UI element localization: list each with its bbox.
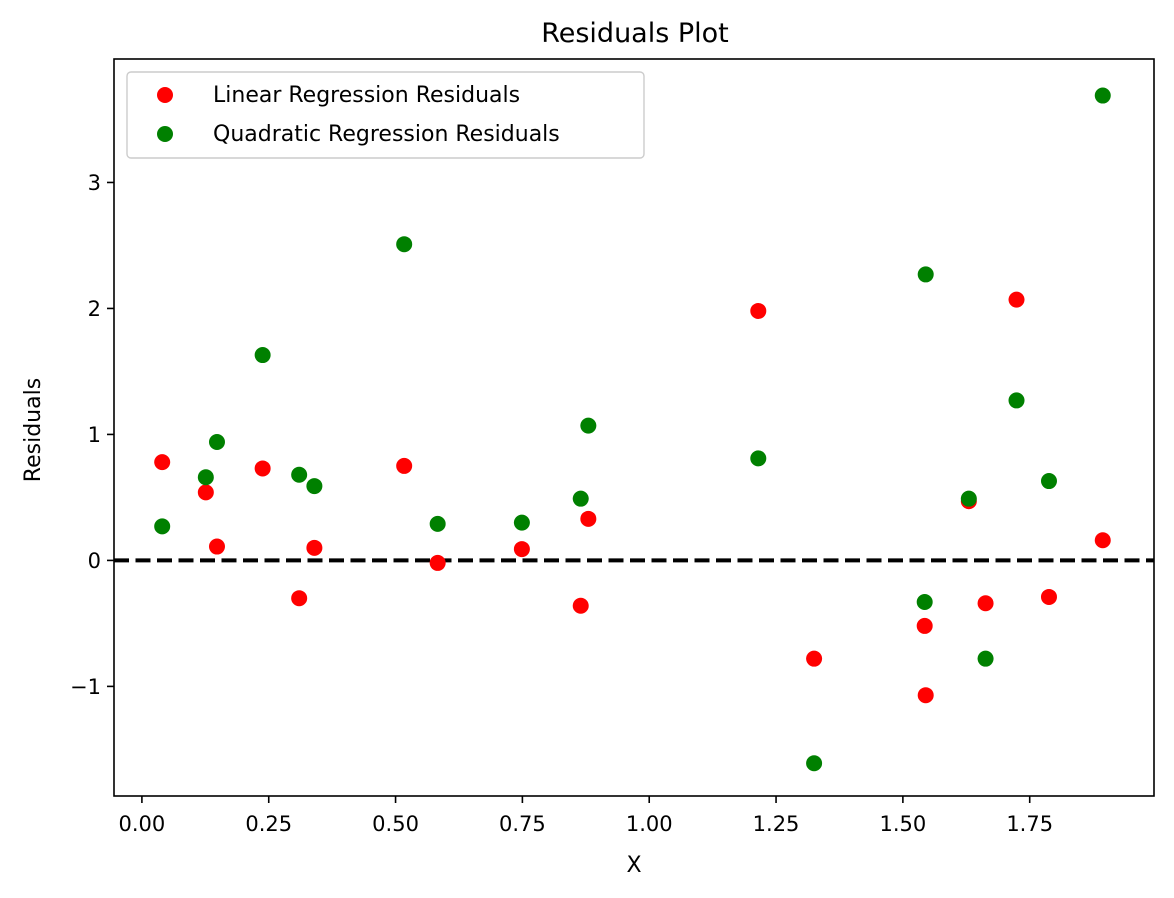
x-tick-label: 1.75 <box>1006 812 1053 836</box>
quadratic-residual-point <box>208 433 225 450</box>
x-axis-label: X <box>626 853 641 878</box>
quadratic-residual-point <box>197 469 214 486</box>
linear-residual-point <box>572 597 589 614</box>
linear-residual-point <box>513 541 530 558</box>
legend-marker-linear <box>157 87 173 103</box>
linear-residual-point <box>750 302 767 319</box>
quadratic-residual-point <box>977 650 994 667</box>
quadratic-residual-point <box>916 593 933 610</box>
linear-residual-point <box>1008 291 1025 308</box>
quadratic-residual-point <box>513 514 530 531</box>
x-axis-ticks: 0.00 0.25 0.50 0.75 1.00 1.25 1.50 1.75 <box>119 796 1053 836</box>
quadratic-residual-point <box>154 518 171 535</box>
y-tick-label: 0 <box>88 549 101 573</box>
linear-residual-point <box>977 595 994 612</box>
linear-residual-point <box>208 538 225 555</box>
linear-residual-point <box>916 617 933 634</box>
quadratic-residual-point <box>806 755 823 772</box>
x-tick-label: 1.50 <box>879 812 926 836</box>
y-tick-label: 3 <box>88 171 101 195</box>
quadratic-residual-point <box>254 347 271 364</box>
x-tick-label: 0.00 <box>119 812 166 836</box>
x-tick-label: 0.25 <box>245 812 292 836</box>
x-tick-label: 0.50 <box>372 812 419 836</box>
plot-area <box>114 59 1154 796</box>
y-tick-label: 2 <box>88 297 101 321</box>
linear-residual-point <box>1040 588 1057 605</box>
quadratic-residual-point <box>960 490 977 507</box>
linear-residual-point <box>917 687 934 704</box>
legend-label-quadratic: Quadratic Regression Residuals <box>213 122 560 147</box>
chart-title: Residuals Plot <box>541 18 729 49</box>
linear-residual-point <box>1094 532 1111 549</box>
quadratic-residual-point <box>1040 473 1057 490</box>
quadratic-residual-point <box>396 236 413 253</box>
quadratic-residual-point <box>429 515 446 532</box>
quadratic-residual-point <box>572 490 589 507</box>
x-tick-label: 0.75 <box>499 812 546 836</box>
x-tick-label: 1.25 <box>753 812 800 836</box>
linear-residual-point <box>429 554 446 571</box>
legend-box <box>126 71 645 159</box>
linear-residual-point <box>306 539 323 556</box>
quadratic-residual-point <box>291 466 308 483</box>
data-points <box>154 87 1111 772</box>
y-tick-label: 1 <box>88 423 101 447</box>
legend-marker-quadratic <box>157 126 173 142</box>
plot-frame <box>113 58 1155 797</box>
quadratic-residual-point <box>580 417 597 434</box>
quadratic-residual-point <box>750 450 767 467</box>
quadratic-residual-point <box>917 266 934 283</box>
linear-residual-point <box>154 454 171 471</box>
y-axis-label: Residuals <box>21 378 46 482</box>
linear-residual-point <box>197 484 214 501</box>
quadratic-residual-point <box>1008 392 1025 409</box>
linear-residual-point <box>291 590 308 607</box>
legend-label-linear: Linear Regression Residuals <box>213 83 520 108</box>
linear-residual-point <box>254 460 271 477</box>
linear-residual-point <box>806 650 823 667</box>
quadratic-residual-point <box>306 478 323 495</box>
quadratic-residual-point <box>1094 87 1111 104</box>
linear-residual-point <box>580 510 597 527</box>
x-tick-label: 1.00 <box>626 812 673 836</box>
y-axis-ticks: −1 0 1 2 3 <box>70 171 114 699</box>
legend: Linear Regression Residuals Quadratic Re… <box>126 71 645 159</box>
y-tick-label: −1 <box>70 675 101 699</box>
linear-residual-point <box>396 457 413 474</box>
